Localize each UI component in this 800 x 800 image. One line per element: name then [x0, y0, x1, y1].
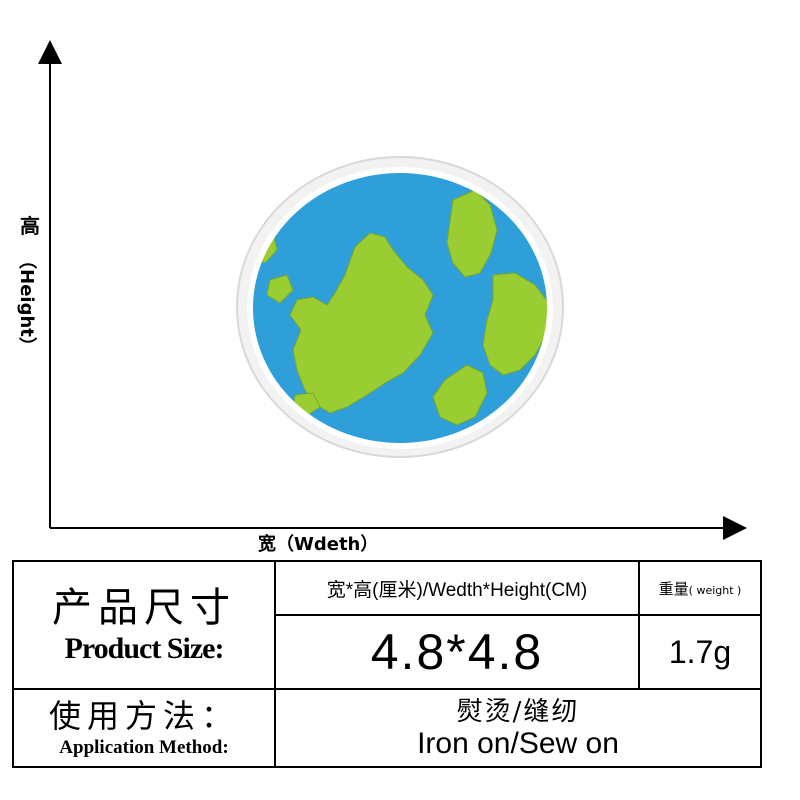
height-axis-label: 高 （Height）: [12, 200, 46, 370]
method-cn: 熨烫/缝纫: [456, 697, 580, 727]
application-label-en: Application Method:: [59, 737, 229, 758]
height-label-en: （Height）: [16, 251, 37, 355]
application-method-label-cell: 使用方法： Application Method:: [12, 688, 276, 768]
width-axis-label: 宽（Wdeth）: [258, 534, 379, 555]
spec-table: 产品尺寸 Product Size: 宽*高(厘米)/Wedth*Height(…: [12, 560, 762, 768]
earth-globe-patch-icon: [236, 156, 564, 458]
application-label-cn: 使用方法：: [48, 697, 239, 735]
weight-header-en: ( weight ): [688, 583, 742, 597]
product-size-label-en: Product Size:: [64, 632, 225, 665]
weight-header-cn: 重量: [658, 579, 689, 598]
dimension-value: 4.8*4.8: [274, 614, 640, 690]
dimension-header: 宽*高(厘米)/Wedth*Height(CM): [274, 560, 640, 616]
product-size-label-cell: 产品尺寸 Product Size:: [12, 560, 276, 690]
application-method-value-cell: 熨烫/缝纫 Iron on/Sew on: [274, 688, 762, 768]
weight-header: 重量( weight ): [638, 560, 762, 616]
weight-value: 1.7g: [638, 614, 762, 690]
product-size-label-cn: 产品尺寸: [52, 585, 236, 631]
height-label-cn: 高: [20, 214, 40, 238]
method-en: Iron on/Sew on: [417, 727, 619, 760]
